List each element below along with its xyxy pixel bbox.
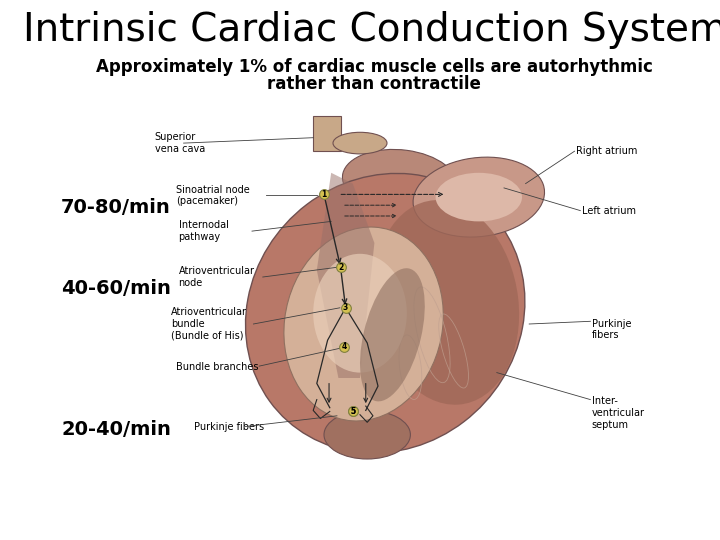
Ellipse shape: [343, 150, 456, 212]
Ellipse shape: [374, 200, 519, 404]
Ellipse shape: [246, 173, 525, 453]
Ellipse shape: [413, 157, 544, 237]
Text: rather than contractile: rather than contractile: [267, 75, 482, 93]
Text: 5: 5: [350, 407, 356, 416]
Text: 4: 4: [341, 342, 347, 351]
Text: Inter-
ventricular
septum: Inter- ventricular septum: [592, 396, 645, 430]
Ellipse shape: [313, 254, 407, 373]
Text: Internodal
pathway: Internodal pathway: [179, 220, 228, 242]
Text: 5: 5: [350, 407, 356, 416]
Text: Sinoatrial node
(pacemaker): Sinoatrial node (pacemaker): [176, 185, 250, 206]
Text: Atrioventricular
bundle
(Bundle of His): Atrioventricular bundle (Bundle of His): [171, 307, 247, 341]
Text: 1: 1: [321, 190, 327, 199]
Text: Purkinje
fibers: Purkinje fibers: [592, 319, 631, 340]
Text: Intrinsic Cardiac Conduction System: Intrinsic Cardiac Conduction System: [22, 11, 720, 49]
Polygon shape: [317, 173, 374, 378]
Text: 3: 3: [343, 303, 348, 312]
Ellipse shape: [333, 132, 387, 154]
Text: Purkinje fibers: Purkinje fibers: [194, 422, 264, 431]
Text: 70-80/min: 70-80/min: [61, 198, 171, 218]
Ellipse shape: [284, 227, 444, 421]
Bar: [313, 116, 341, 151]
Ellipse shape: [324, 410, 410, 459]
Text: Superior
vena cava: Superior vena cava: [155, 132, 205, 154]
Ellipse shape: [436, 173, 522, 221]
Text: Atrioventricular
node: Atrioventricular node: [179, 266, 255, 288]
Text: 40-60/min: 40-60/min: [61, 279, 171, 299]
Text: Bundle branches: Bundle branches: [176, 362, 259, 372]
Text: 20-40/min: 20-40/min: [61, 420, 171, 439]
Text: Left atrium: Left atrium: [582, 206, 636, 215]
Text: Right atrium: Right atrium: [576, 146, 637, 156]
Ellipse shape: [360, 268, 425, 401]
Text: 2: 2: [338, 263, 343, 272]
Text: Approximately 1% of cardiac muscle cells are autorhythmic: Approximately 1% of cardiac muscle cells…: [96, 58, 653, 77]
